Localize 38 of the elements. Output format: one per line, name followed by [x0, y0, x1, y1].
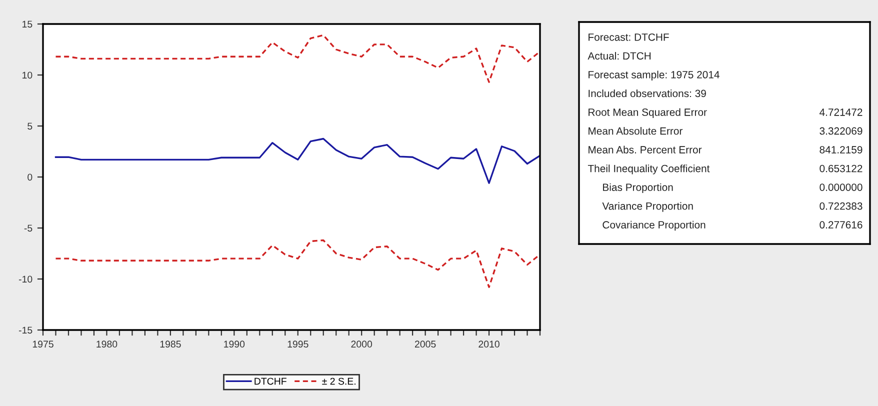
x-tick-label: 1975 — [32, 340, 54, 348]
legend-label: ± 2 S.E. — [322, 378, 356, 385]
y-tick-label: 15 — [22, 20, 32, 28]
text: Forecast sample: 1975 2014 — [588, 70, 720, 80]
legend-label: DTCHF — [254, 378, 286, 385]
text: 0.653122 — [820, 164, 862, 172]
line-series — [54, 239, 540, 288]
text: Covariance Proportion — [602, 220, 706, 231]
text: Variance Proportion — [602, 202, 693, 212]
x-tick-label: 1995 — [288, 340, 308, 348]
y-tick-label: 0 — [28, 174, 32, 181]
text: Included observations: 39 — [588, 89, 706, 98]
y-tick-label: -5 — [24, 224, 32, 232]
y-tick-label: 10 — [22, 72, 32, 79]
y-tick-label: -10 — [18, 276, 32, 283]
x-tick-label: 2000 — [351, 340, 372, 348]
text: Theil Inequality Coefficient — [588, 164, 710, 174]
x-tick-label: 1980 — [96, 340, 118, 348]
text: 0.000000 — [820, 184, 862, 191]
x-tick-label: 2005 — [414, 340, 436, 348]
x-tick-label: 1985 — [160, 340, 181, 348]
x-tick-label: 2010 — [478, 340, 500, 348]
text: Actual: DTCH — [588, 52, 651, 60]
text: 0.277616 — [820, 221, 862, 229]
text: Forecast: DTCHF — [588, 33, 669, 41]
x-tick-label: 1990 — [224, 340, 245, 348]
text: Mean Abs. Percent Error — [588, 146, 702, 154]
y-tick-label: -15 — [18, 326, 32, 334]
y-tick-label: 5 — [28, 122, 32, 130]
text: 841.2159 — [820, 146, 862, 154]
line-series — [54, 138, 540, 184]
text: Root Mean Squared Error — [588, 108, 707, 118]
text: 3.322069 — [820, 127, 862, 135]
line-series — [54, 34, 540, 83]
text: Bias Proportion — [603, 183, 673, 194]
text: 0.722383 — [820, 202, 862, 210]
text: Mean Absolute Error — [588, 127, 683, 135]
text: 4.721472 — [820, 108, 862, 116]
